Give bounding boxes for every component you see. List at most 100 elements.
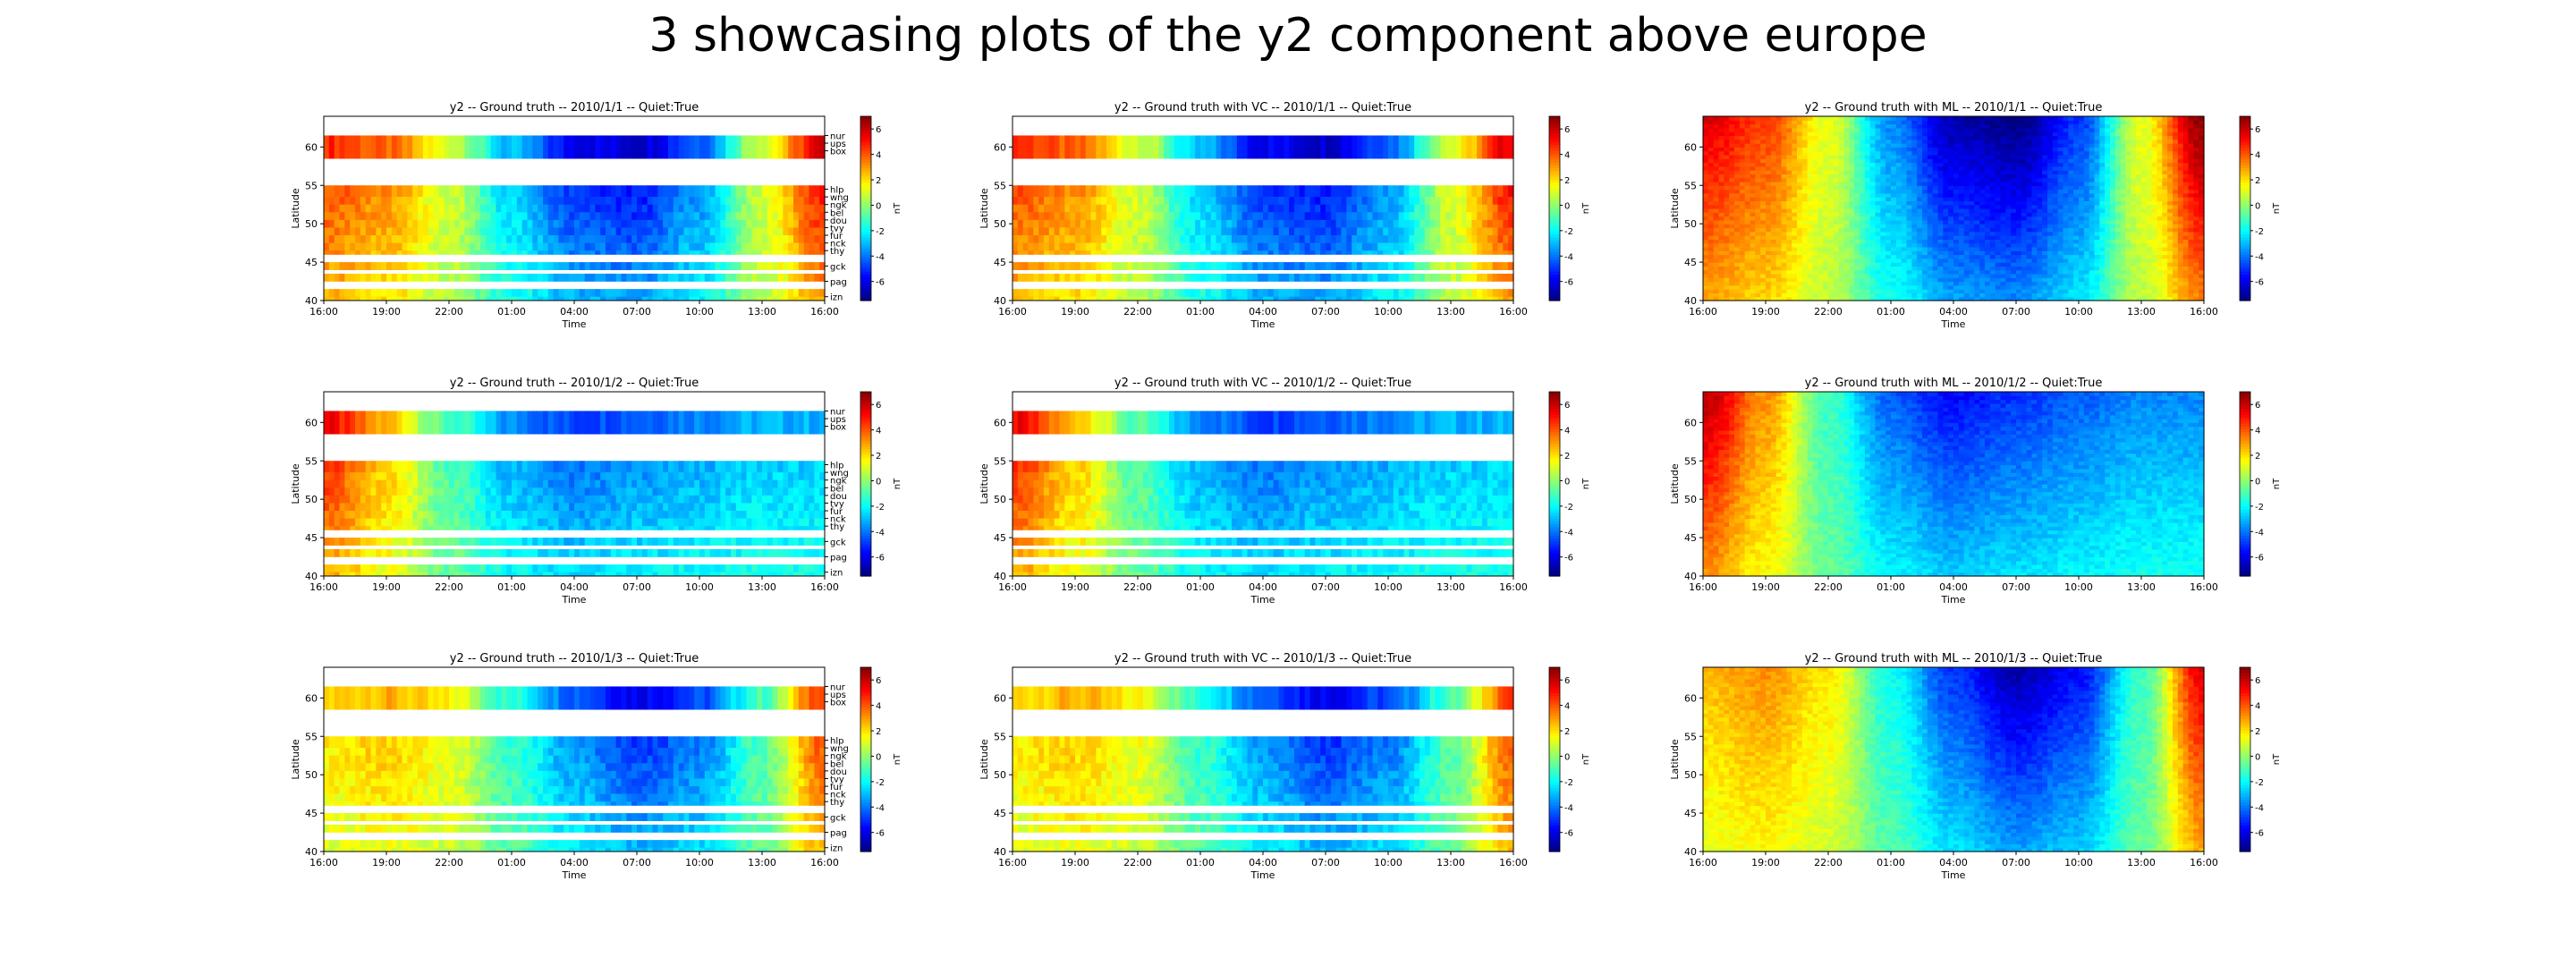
heatmap-cell [2021, 235, 2027, 240]
heatmap-cell [1828, 220, 1834, 225]
heatmap-cell [642, 250, 648, 255]
heatmap-cell [2089, 224, 2095, 228]
heatmap-cell [350, 274, 355, 282]
heatmap-cell [2173, 270, 2178, 275]
heatmap-cell [2193, 227, 2199, 232]
heatmap-cell [1703, 258, 1708, 263]
heatmap-cell [674, 185, 679, 197]
heatmap-cell [2027, 282, 2032, 286]
heatmap-cell [1462, 235, 1467, 243]
heatmap-cell [1038, 235, 1044, 243]
heatmap-cell [1055, 135, 1060, 158]
heatmap-cell [1740, 239, 1745, 243]
heatmap-cell [1911, 266, 1917, 270]
heatmap-cell [2183, 289, 2189, 293]
heatmap-cell [1018, 227, 1023, 235]
heatmap-cell [1190, 205, 1195, 213]
heatmap-cell [1844, 247, 1850, 251]
heatmap-cell [1786, 247, 1792, 251]
heatmap-cell [371, 227, 377, 235]
heatmap-cell [1938, 274, 1944, 278]
heatmap-cell [1300, 205, 1305, 213]
heatmap-cell [1933, 270, 1938, 275]
heatmap-cell [2131, 292, 2136, 297]
heatmap-cell [684, 289, 690, 297]
heatmap-cell [470, 243, 475, 251]
heatmap-cell [1839, 232, 1844, 236]
heatmap-cell [1123, 289, 1128, 297]
heatmap-cell [1755, 266, 1760, 270]
heatmap-cell [679, 274, 684, 282]
heatmap-cell [2173, 258, 2178, 263]
heatmap-cell [2095, 243, 2100, 248]
heatmap-cell [392, 197, 397, 205]
heatmap-cell [1263, 227, 1268, 235]
heatmap-cell [386, 274, 392, 282]
heatmap-cell [2099, 266, 2105, 270]
heatmap-cell [674, 220, 679, 228]
heatmap-cell [585, 205, 590, 213]
heatmap-cell [767, 185, 773, 197]
heatmap-cell [2099, 277, 2105, 282]
heatmap-cell [1399, 220, 1404, 228]
heatmap-cell [1964, 270, 1970, 275]
heatmap-cell [1928, 235, 1933, 240]
heatmap-cell [574, 212, 580, 220]
heatmap-cell [2079, 258, 2084, 263]
heatmap-cell [1813, 262, 1818, 267]
heatmap-cell [1101, 250, 1106, 255]
heatmap-cell [788, 262, 793, 270]
heatmap-cell [1917, 255, 1922, 259]
heatmap-cell [773, 243, 778, 251]
heatmap-cell [1226, 274, 1232, 282]
heatmap-cell [1200, 135, 1206, 158]
heatmap-cell [366, 274, 371, 282]
heatmap-cell [1419, 235, 1425, 243]
heatmap-cell [716, 185, 721, 197]
heatmap-cell [2068, 266, 2073, 270]
heatmap-cell [1834, 274, 1839, 278]
heatmap-cell [2193, 243, 2199, 248]
heatmap-cell [1766, 292, 1771, 297]
heatmap-cell [710, 212, 716, 220]
heatmap-cell [580, 135, 585, 158]
heatmap-cell [1158, 243, 1164, 251]
heatmap-cell [1834, 250, 1839, 255]
heatmap-cell [1933, 262, 1938, 267]
heatmap-cell [762, 220, 767, 228]
heatmap-cell [444, 227, 449, 235]
heatmap-cell [1373, 227, 1378, 235]
heatmap-cell [1724, 270, 1729, 275]
heatmap-cell [1876, 292, 1881, 297]
heatmap-cell [1860, 289, 1865, 293]
heatmap-cell [1154, 235, 1159, 243]
heatmap-cell [1346, 250, 1352, 255]
heatmap-cell [2095, 262, 2100, 267]
heatmap-cell [1797, 239, 1802, 243]
heatmap-cell [2189, 262, 2194, 267]
heatmap-cell [1394, 243, 1399, 251]
heatmap-cell [1854, 235, 1860, 240]
heatmap-cell [1880, 235, 1885, 240]
heatmap-cell [580, 185, 585, 197]
heatmap-cell [1070, 212, 1075, 220]
heatmap-cell [668, 227, 674, 235]
heatmap-cell [1456, 205, 1462, 213]
heatmap-cell [574, 235, 580, 243]
heatmap-cell [1828, 232, 1834, 236]
heatmap-cell [1477, 185, 1482, 197]
heatmap-cell [1404, 197, 1410, 205]
heatmap-cell [1487, 212, 1493, 220]
heatmap-cell [648, 205, 653, 213]
heatmap-cell [371, 289, 377, 297]
heatmap-cell [2011, 270, 2016, 275]
heatmap-cell [1703, 285, 1708, 290]
heatmap-cell [2126, 270, 2131, 275]
heatmap-cell [1896, 292, 1902, 297]
heatmap-cell [716, 227, 721, 235]
heatmap-cell [1023, 220, 1029, 228]
heatmap-cell [2167, 262, 2173, 267]
heatmap-cell [1248, 205, 1253, 213]
heatmap-cell [1922, 282, 1928, 286]
heatmap-cell [1117, 205, 1123, 213]
